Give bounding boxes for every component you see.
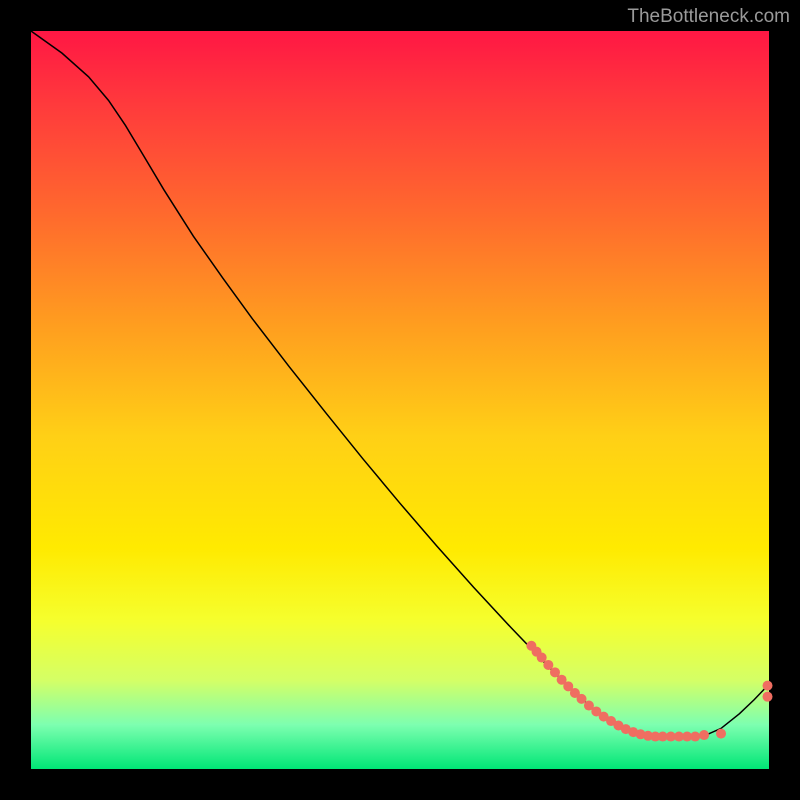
curve-marker	[763, 692, 773, 702]
chart-svg	[0, 0, 800, 800]
curve-marker	[690, 732, 700, 742]
plot-background	[31, 31, 769, 769]
curve-marker	[763, 681, 773, 691]
chart-container: TheBottleneck.com	[0, 0, 800, 800]
curve-marker	[699, 730, 709, 740]
curve-marker	[716, 729, 726, 739]
